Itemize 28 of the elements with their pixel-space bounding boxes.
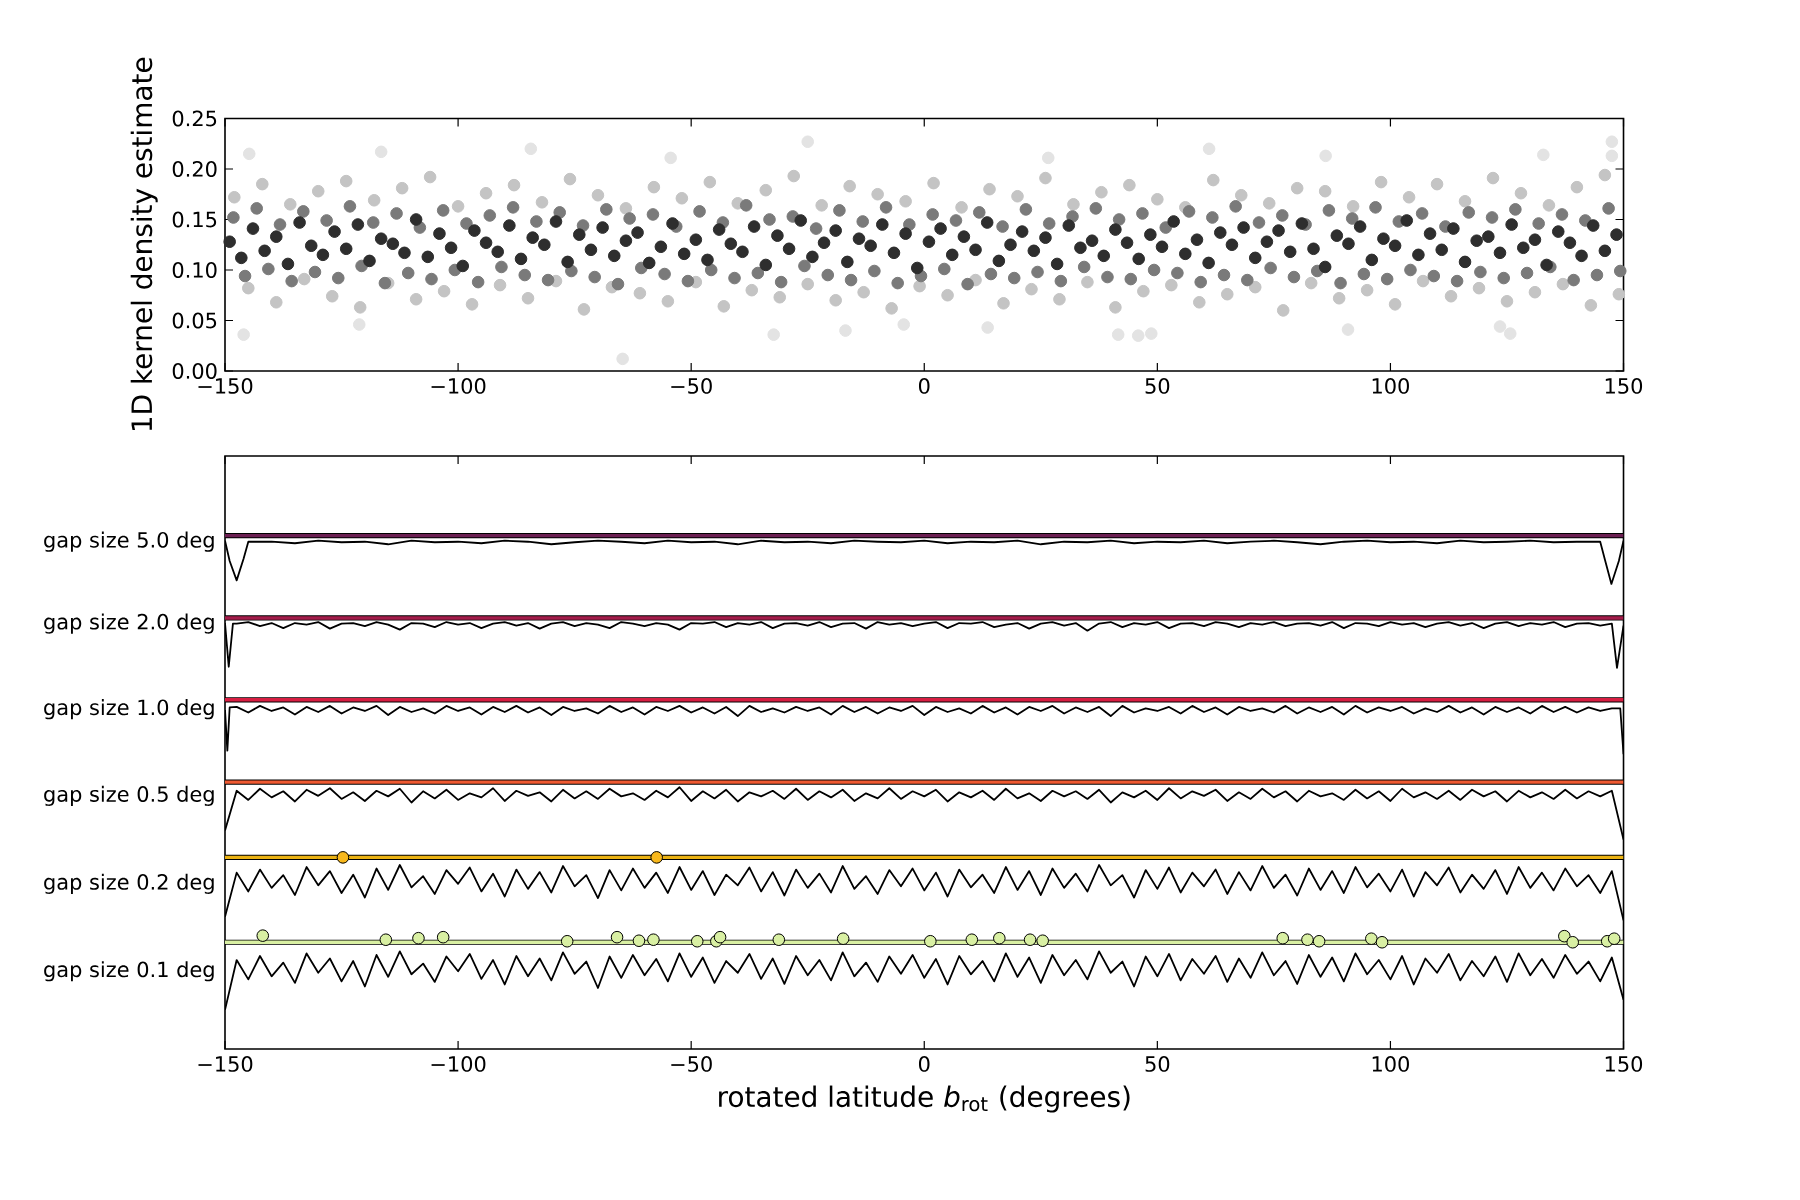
x-tick-label: 0 (918, 1056, 930, 1072)
series-label: gap size 0.2 deg (44, 873, 214, 894)
series-label: gap size 1.0 deg (44, 699, 214, 720)
series-label: gap size 2.0 deg (44, 613, 214, 634)
x-tick-label: 50 (1145, 378, 1170, 394)
y-tick-label: 0.05 (172, 312, 217, 329)
y-tick-label: 0.15 (172, 211, 217, 228)
x-tick-label: −100 (431, 378, 486, 394)
x-axis-title: rotated latitude b$_{rot}$ (degrees) (719, 1085, 1130, 1113)
series-label: gap size 0.5 deg (44, 785, 214, 806)
x-tick-label: 150 (1605, 1056, 1643, 1072)
x-tick-label: 150 (1605, 378, 1643, 394)
x-tick-label: −50 (671, 378, 712, 394)
x-tick-label: 100 (1372, 1056, 1409, 1072)
x-tick-label: −100 (431, 1056, 486, 1072)
y-tick-label: 0.20 (172, 161, 217, 177)
x-tick-label: 50 (1145, 1056, 1170, 1072)
x-tick-label: −150 (198, 378, 253, 394)
x-tick-label: −50 (671, 1056, 712, 1072)
x-tick-label: −150 (198, 1056, 253, 1072)
x-tick-label: 0 (918, 378, 930, 394)
y-tick-label: 0.25 (172, 110, 217, 127)
series-label: gap size 0.1 deg (44, 961, 214, 982)
y-axis-title: 1D kernel density estimate (130, 57, 158, 431)
x-tick-label: 100 (1372, 378, 1409, 394)
y-tick-label: 0.00 (172, 363, 217, 379)
y-tick-label: 0.10 (172, 262, 217, 278)
series-label: gap size 5.0 deg (44, 531, 214, 552)
